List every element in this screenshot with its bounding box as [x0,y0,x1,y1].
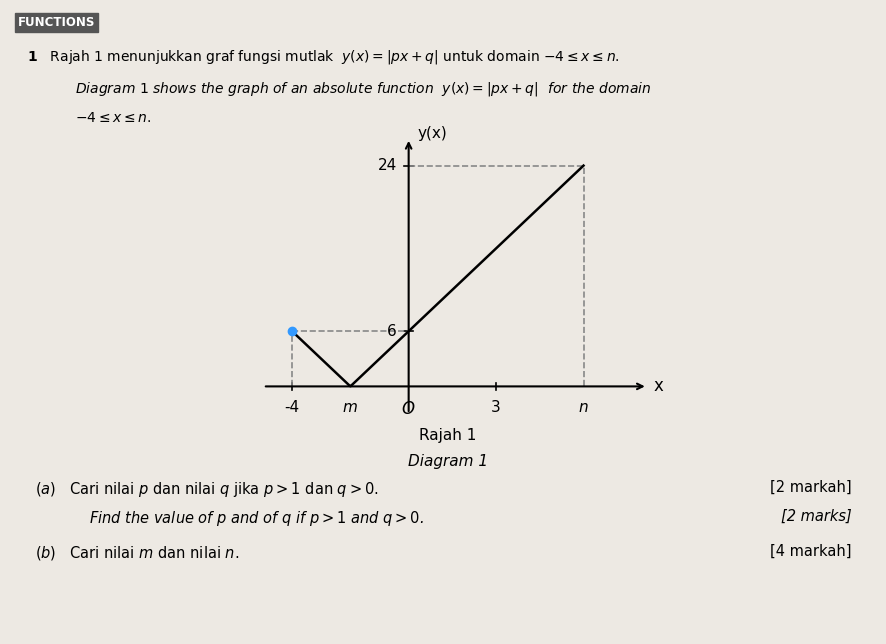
Text: $n$: $n$ [578,400,588,415]
Text: $-4 \leq x \leq n.$: $-4 \leq x \leq n.$ [75,111,152,125]
Text: $(b)$   Cari nilai $m$ dan nilai $n$.: $(b)$ Cari nilai $m$ dan nilai $n$. [35,544,239,562]
Text: $Diagram\ 1\ shows\ the\ graph\ of\ an\ absolute\ function$$\ \ y(x) = |px + q|\: $Diagram\ 1\ shows\ the\ graph\ of\ an\ … [75,80,651,99]
Text: $O$: $O$ [401,400,416,418]
Text: [2 markah]: [2 markah] [769,480,851,495]
Text: $(a)$   Cari nilai $p$ dan nilai $q$ jika $p > 1$ dan $q > 0$.: $(a)$ Cari nilai $p$ dan nilai $q$ jika … [35,480,378,499]
Text: Diagram 1: Diagram 1 [408,454,487,469]
Text: [2 marks]: [2 marks] [780,509,851,524]
Text: Rajah 1: Rajah 1 [419,428,476,443]
Text: y(x): y(x) [417,126,447,141]
Text: 24: 24 [377,158,397,173]
Text: -4: -4 [284,400,299,415]
Text: $m$: $m$ [342,400,358,415]
Text: $\mathbf{1}$   Rajah 1 menunjukkan graf fungsi mutlak  $y(x) = |px + q|$ untuk d: $\mathbf{1}$ Rajah 1 menunjukkan graf fu… [27,48,618,66]
Text: FUNCTIONS: FUNCTIONS [18,16,95,29]
Text: 3: 3 [491,400,501,415]
Text: 6: 6 [387,324,397,339]
Text: Find the value of $p$ and of $q$ if $p > 1$ and $q > 0$.: Find the value of $p$ and of $q$ if $p >… [89,509,424,528]
Text: [4 markah]: [4 markah] [769,544,851,559]
Text: x: x [653,377,663,395]
